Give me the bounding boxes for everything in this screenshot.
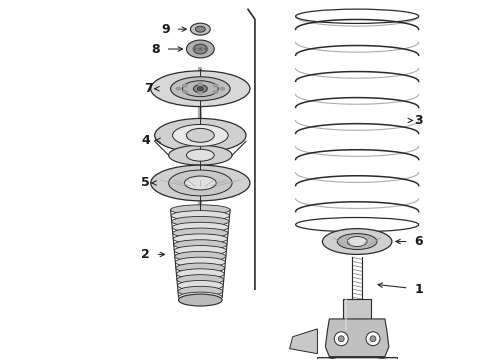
Polygon shape (290, 329, 318, 354)
Ellipse shape (176, 263, 225, 273)
Ellipse shape (151, 165, 250, 201)
Ellipse shape (182, 81, 218, 96)
Ellipse shape (177, 275, 224, 285)
Text: 1: 1 (414, 283, 423, 296)
Ellipse shape (347, 237, 367, 247)
Ellipse shape (175, 257, 225, 267)
Ellipse shape (187, 149, 214, 161)
Polygon shape (325, 319, 389, 357)
Text: 5: 5 (142, 176, 150, 189)
Bar (343, 299, 371, 329)
Ellipse shape (204, 48, 208, 50)
Ellipse shape (338, 336, 344, 342)
Ellipse shape (370, 336, 376, 342)
Ellipse shape (187, 129, 214, 142)
Ellipse shape (178, 286, 223, 296)
Ellipse shape (194, 85, 207, 93)
Bar (318, 357, 397, 360)
Ellipse shape (171, 205, 230, 215)
Ellipse shape (172, 228, 228, 238)
Ellipse shape (155, 118, 246, 152)
Ellipse shape (176, 269, 224, 279)
Ellipse shape (193, 48, 196, 50)
Ellipse shape (191, 23, 210, 35)
Ellipse shape (366, 332, 380, 346)
Ellipse shape (174, 246, 226, 256)
Ellipse shape (322, 229, 392, 255)
Text: 9: 9 (161, 23, 170, 36)
Ellipse shape (197, 82, 203, 86)
Ellipse shape (177, 280, 223, 291)
Ellipse shape (151, 71, 250, 107)
Text: 6: 6 (415, 235, 423, 248)
Text: 8: 8 (151, 42, 160, 55)
Ellipse shape (213, 90, 219, 94)
Ellipse shape (376, 359, 388, 360)
Ellipse shape (171, 211, 230, 221)
Text: 4: 4 (142, 134, 150, 147)
Ellipse shape (196, 26, 205, 32)
Ellipse shape (169, 170, 232, 196)
Ellipse shape (337, 234, 377, 249)
Text: 3: 3 (415, 114, 423, 127)
Ellipse shape (326, 359, 338, 360)
Ellipse shape (197, 91, 203, 95)
Ellipse shape (197, 87, 203, 91)
Ellipse shape (182, 84, 188, 87)
Ellipse shape (172, 125, 228, 146)
Text: 2: 2 (142, 248, 150, 261)
Ellipse shape (334, 332, 348, 346)
Ellipse shape (184, 176, 216, 190)
Ellipse shape (219, 87, 225, 91)
Ellipse shape (171, 77, 230, 100)
Ellipse shape (175, 87, 181, 91)
Ellipse shape (172, 222, 228, 232)
Ellipse shape (169, 145, 232, 165)
Text: 7: 7 (145, 82, 153, 95)
Ellipse shape (174, 240, 227, 249)
Ellipse shape (173, 234, 227, 244)
Ellipse shape (178, 292, 222, 302)
Ellipse shape (198, 48, 202, 50)
Ellipse shape (194, 44, 207, 54)
Ellipse shape (213, 84, 219, 87)
Ellipse shape (187, 40, 214, 58)
Ellipse shape (175, 251, 226, 261)
Ellipse shape (178, 294, 222, 306)
Ellipse shape (172, 216, 229, 226)
Ellipse shape (182, 90, 188, 94)
